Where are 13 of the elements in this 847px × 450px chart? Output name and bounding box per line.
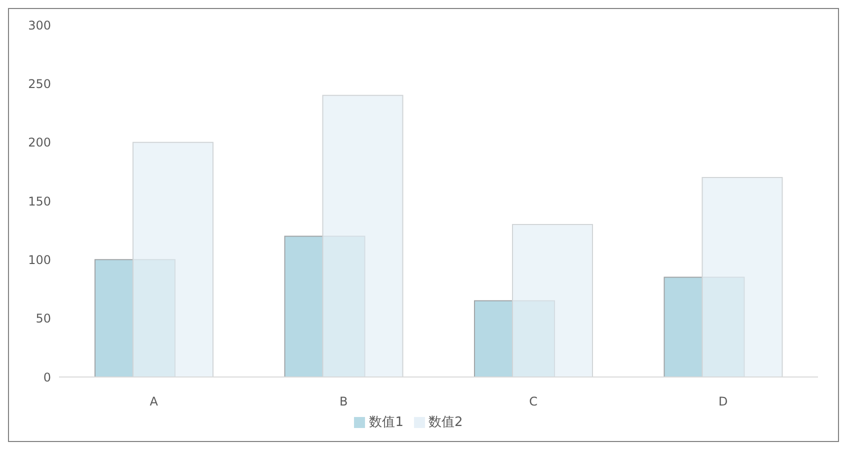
y-tick-label: 0	[43, 370, 51, 384]
x-tick-label: C	[529, 394, 538, 409]
x-tick-label: A	[150, 394, 159, 409]
y-tick-label: 200	[28, 136, 51, 150]
y-tick-label: 250	[28, 76, 51, 91]
x-tick-label: D	[718, 394, 728, 409]
y-tick-label: 100	[28, 252, 51, 267]
y-tick-label: 300	[28, 18, 51, 32]
y-tick-label: 150	[28, 194, 51, 208]
x-tick-label: B	[340, 394, 348, 409]
y-tick-label: 50	[36, 312, 51, 326]
legend-label: 数值2	[428, 415, 463, 430]
legend-label: 数值1	[369, 415, 404, 430]
